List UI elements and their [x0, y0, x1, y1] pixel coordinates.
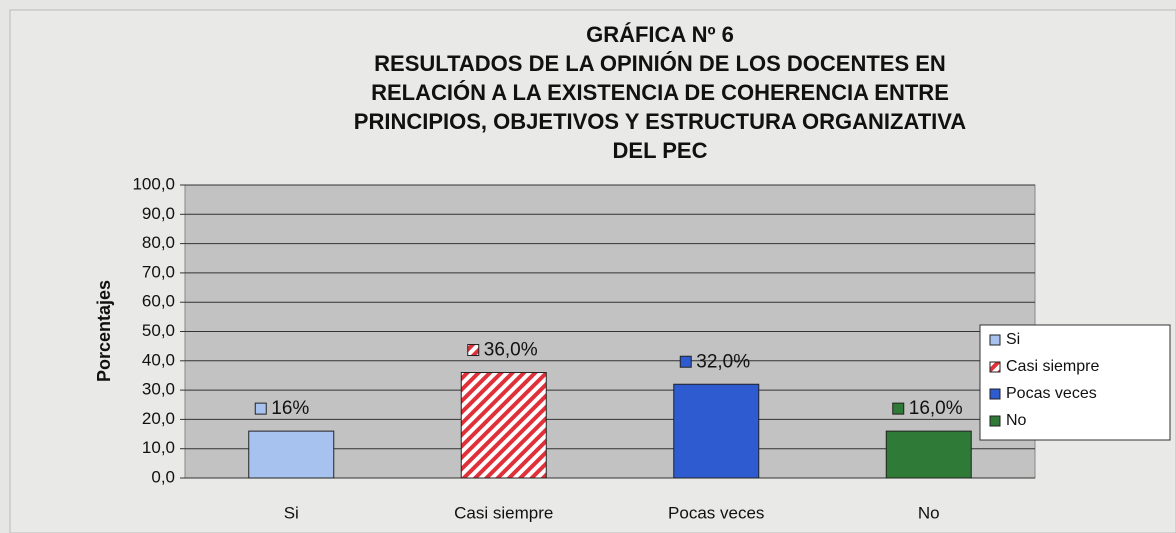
chart-title: RELACIÓN A LA EXISTENCIA DE COHERENCIA E… [371, 80, 949, 105]
bar [673, 383, 760, 479]
x-tick-label: Pocas veces [668, 503, 764, 522]
value-label-key [254, 402, 267, 415]
value-label: 16% [271, 398, 309, 419]
x-tick-label: No [918, 503, 940, 522]
chart-title: DEL PEC [613, 138, 708, 163]
y-tick-label: 20,0 [142, 409, 175, 428]
y-tick-label: 80,0 [142, 233, 175, 252]
y-tick-label: 50,0 [142, 321, 175, 340]
bar [460, 372, 547, 479]
value-label-key [467, 344, 480, 357]
y-axis-label: Porcentajes [94, 280, 114, 382]
legend-label: Si [1006, 331, 1020, 348]
bar [885, 430, 972, 479]
legend-key [989, 334, 1001, 346]
value-label-key [679, 355, 692, 368]
y-tick-label: 40,0 [142, 350, 175, 369]
legend-label: Casi siempre [1006, 358, 1099, 375]
legend [979, 324, 1171, 441]
value-label-key [892, 402, 905, 415]
value-label: 32,0% [696, 351, 750, 372]
value-label: 36,0% [484, 340, 538, 361]
y-tick-label: 60,0 [142, 292, 175, 311]
y-tick-label: 10,0 [142, 438, 175, 457]
value-label: 16,0% [909, 398, 963, 419]
y-tick-label: 30,0 [142, 380, 175, 399]
legend-label: No [1006, 412, 1027, 429]
y-tick-label: 0,0 [151, 467, 175, 486]
bar [248, 430, 335, 479]
x-tick-label: Si [284, 503, 299, 522]
legend-label: Pocas veces [1006, 385, 1097, 402]
legend-key [989, 388, 1001, 400]
legend-key [989, 361, 1001, 373]
chart-title: GRÁFICA Nº 6 [586, 22, 734, 47]
y-tick-label: 90,0 [142, 204, 175, 223]
chart-title: RESULTADOS DE LA OPINIÓN DE LOS DOCENTES… [374, 51, 946, 76]
chart-title: PRINCIPIOS, OBJETIVOS Y ESTRUCTURA ORGAN… [354, 109, 967, 134]
legend-key [989, 415, 1001, 427]
x-tick-label: Casi siempre [454, 503, 553, 522]
y-tick-label: 100,0 [132, 174, 175, 193]
y-tick-label: 70,0 [142, 262, 175, 281]
